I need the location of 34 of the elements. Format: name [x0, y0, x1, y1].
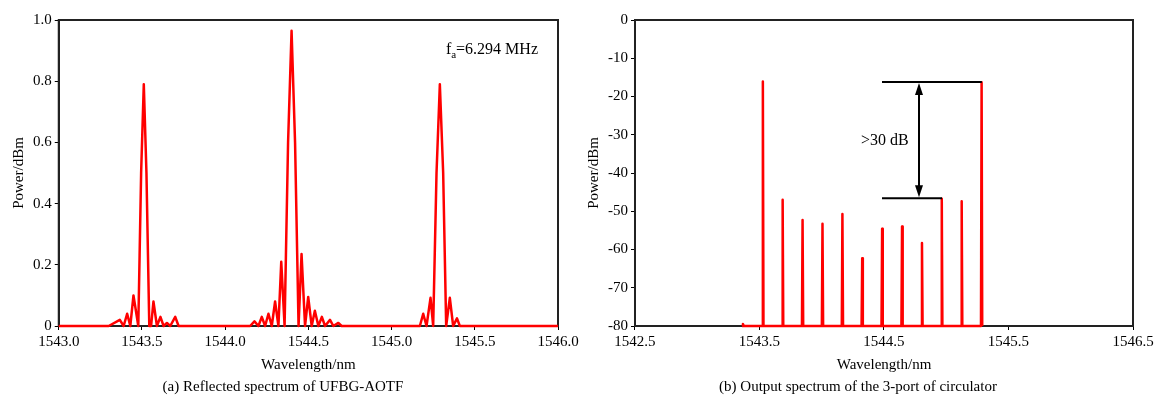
y-tick-label: 1.0 [33, 10, 52, 27]
y-tick-label: 0 [44, 316, 52, 333]
x-tick-label: 1544.5 [287, 332, 329, 349]
x-tick-label: 1543.5 [738, 332, 781, 349]
x-tick-label: 1545.5 [454, 332, 496, 349]
y-tick-label: -70 [608, 278, 628, 295]
x-tick-label: 1543.5 [121, 332, 163, 349]
y-tick-label: 0.4 [33, 194, 53, 211]
y-tick-label: 0.6 [33, 133, 53, 150]
y-tick-label: -60 [608, 240, 628, 257]
y-tick-label: -50 [608, 202, 628, 219]
y-tick-label: -30 [608, 125, 628, 142]
y-tick-label: 0.2 [33, 255, 52, 272]
text: (a) Reflected spectrum of UFBG-AOTF [162, 377, 404, 395]
y-tick-label: -40 [608, 163, 628, 180]
y-tick-label: 0 [620, 10, 628, 27]
y-axis-title: Power/dBm [584, 136, 601, 209]
x-tick-label: 1544.0 [204, 332, 246, 349]
text: (b) Output spectrum of the 3-port of circulator [719, 377, 997, 395]
x-tick-label: 1546.0 [537, 332, 579, 349]
x-tick-label: 1546.5 [1112, 332, 1154, 349]
y-tick-label: 0.8 [33, 72, 52, 89]
annotation: >30 dB [861, 130, 909, 148]
x-tick-label: 1544.5 [863, 332, 905, 349]
y-axis-title: Power/dBm [9, 136, 26, 209]
x-tick-label: 1542.5 [614, 332, 656, 349]
y-tick-label: -80 [608, 316, 628, 333]
x-tick-label: 1545.5 [987, 332, 1030, 349]
x-axis-title: Wavelength/nm [261, 355, 356, 372]
y-tick-label: -20 [608, 87, 628, 104]
y-tick-label: -10 [608, 49, 628, 66]
x-tick-label: 1543.0 [38, 332, 80, 349]
x-axis-title: Wavelength/nm [836, 355, 932, 372]
x-tick-label: 1545.0 [370, 332, 413, 349]
